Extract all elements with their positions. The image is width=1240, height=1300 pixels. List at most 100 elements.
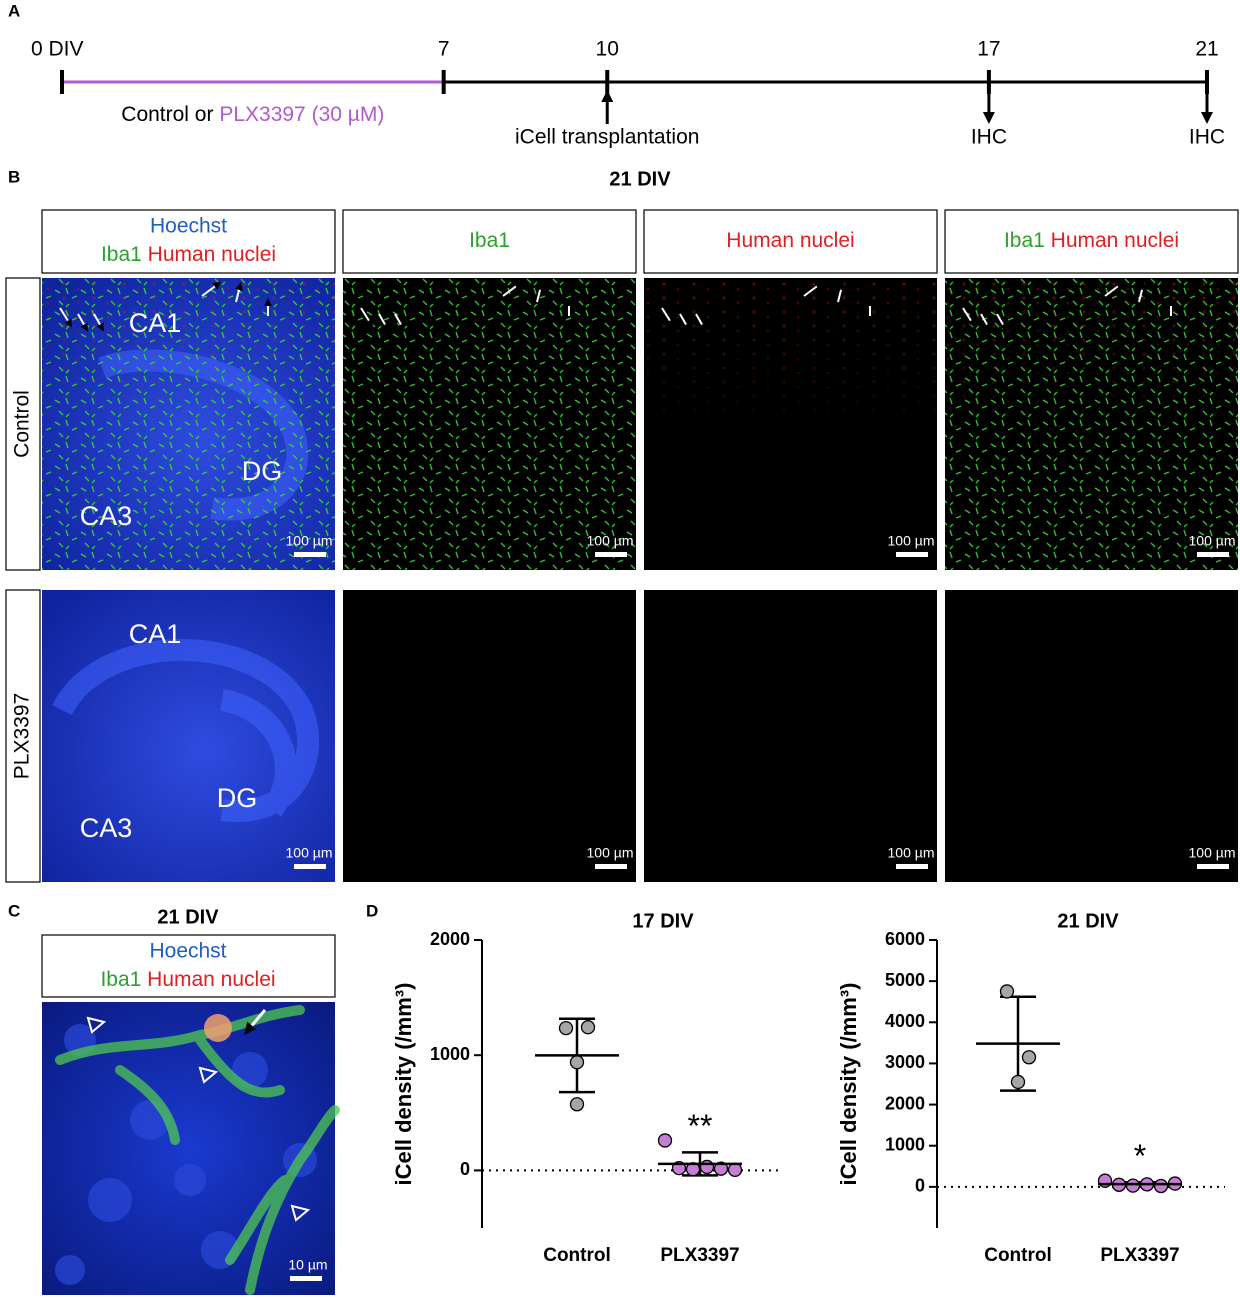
y-tick-label: 0 (915, 1176, 925, 1196)
x-tick-label: PLX3397 (660, 1245, 739, 1266)
header-text: Iba1 Human nuclei (100, 968, 275, 991)
header-text: Hoechst (149, 940, 226, 963)
data-point (1021, 1050, 1037, 1065)
pointer-arrow (77, 313, 88, 332)
scale-bar-label: 100 µm (587, 533, 634, 549)
nuclei-signal (945, 278, 1238, 570)
scale-bar (294, 552, 326, 557)
region-label: DG (217, 783, 258, 813)
region-label: CA3 (80, 813, 133, 843)
y-tick-label: 5000 (885, 970, 925, 990)
data-point (1125, 1178, 1141, 1193)
micrograph: 100 µm (945, 590, 1238, 882)
significance-label: * (1134, 1138, 1146, 1174)
header-green: Iba1 (101, 243, 142, 266)
y-axis-label: iCell density (/mm³) (391, 983, 416, 1186)
region-label: DG (242, 456, 283, 486)
header-red: Human nuclei (148, 243, 276, 266)
scale-bar-label: 100 µm (587, 845, 634, 861)
header-box (41, 209, 336, 274)
y-tick-label: 1000 (430, 1044, 470, 1064)
y-tick-label: 6000 (885, 929, 925, 949)
pointer-arrow (201, 281, 222, 297)
row-label: PLX3397 (11, 693, 34, 779)
treatment-label: Control or PLX3397 (30 µM) (121, 103, 384, 126)
micrograph: 100 µm (945, 278, 1238, 570)
micrograph: CA1 DG CA3 100 µm (42, 590, 335, 882)
scale-bar-label: 100 µm (286, 845, 333, 861)
micrograph: 100 µm (644, 590, 937, 882)
pointer-arrow (980, 313, 991, 332)
data-point (999, 984, 1015, 999)
timeline-tick-label: 7 (438, 38, 450, 61)
header-red: Human nuclei (147, 968, 275, 991)
header-text: Hoechst (150, 215, 227, 238)
event-label: IHC (1189, 126, 1225, 149)
row-label: Control (11, 390, 34, 458)
image-bg (644, 590, 937, 882)
timeline-tick-label: 10 (596, 38, 619, 61)
micrograph: CA1 DG CA3 100 µm (42, 278, 335, 570)
panel-label: A (8, 1, 20, 20)
pointer-arrow (536, 282, 544, 303)
header-text: Iba1 (469, 229, 510, 252)
panel-title: 21 DIV (609, 168, 671, 190)
data-point (558, 1020, 574, 1036)
pointer-arrow (1138, 282, 1146, 303)
timeline: 0 DIV 7 10 17 21 Control or PLX3397 (30 µM) iC… (31, 38, 1225, 149)
header-box (342, 209, 637, 274)
tissue-layer (52, 639, 320, 823)
pointer-arrow (378, 313, 389, 332)
y-tick-label: 0 (460, 1159, 470, 1179)
data-point (569, 1097, 585, 1112)
y-tick-label: 2000 (885, 1093, 925, 1113)
pointer-arrow (1104, 281, 1125, 297)
scale-bar-label: 10 µm (288, 1257, 327, 1273)
y-tick-label: 2000 (430, 929, 470, 949)
scale-bar (294, 864, 326, 869)
pointer-arrow (360, 307, 374, 328)
x-tick-label: PLX3397 (1100, 1245, 1179, 1266)
timeline-tick-label: 0 DIV (31, 38, 84, 61)
pointer-arrow (235, 282, 243, 303)
x-tick-label: Control (984, 1245, 1052, 1266)
data-point (727, 1162, 743, 1177)
header-channel: Iba1 (1004, 229, 1045, 252)
iba1-signal (343, 278, 636, 570)
micrograph: 100 µm (343, 278, 636, 570)
pointer-arrow (394, 313, 405, 332)
panel-title: 21 DIV (157, 906, 219, 928)
pointer-arrow (502, 281, 523, 297)
panel-label: C (8, 901, 20, 920)
pointer-arrow (661, 307, 675, 328)
header-green: Iba1 (100, 968, 141, 991)
data-point (713, 1161, 729, 1176)
data-point (699, 1159, 715, 1175)
header-text: Human nuclei (726, 229, 854, 252)
image-bg (945, 590, 1238, 882)
header-text: Iba1 Human nuclei (1004, 229, 1179, 252)
header-box (944, 209, 1239, 274)
nuclei-signal (42, 278, 335, 570)
data-point (580, 1020, 596, 1035)
header-box (41, 934, 336, 998)
treatment-text: Control or (121, 103, 213, 126)
charts: 17 DIV iCell density (/mm³) 0 1000 2000 Contr… (391, 910, 1225, 1266)
micrograph: 10 µm (42, 1002, 340, 1295)
event-label: iCell transplantation (515, 126, 699, 149)
region-label: CA1 (129, 619, 182, 649)
pointer-arrow (962, 307, 976, 328)
pointer-arrow (837, 282, 845, 303)
x-tick-label: Control (543, 1245, 611, 1266)
event-label: IHC (971, 126, 1007, 149)
y-tick-label: 3000 (885, 1052, 925, 1072)
panel-label: D (366, 901, 378, 920)
image-bg (343, 590, 636, 882)
data-point (569, 1055, 585, 1070)
timeline-tick-label: 21 (1195, 38, 1218, 61)
timeline-tick-label: 17 (977, 38, 1000, 61)
micrograph: 100 µm (343, 590, 636, 882)
scale-bar-label: 100 µm (1189, 845, 1236, 861)
header-channel: Human nuclei (726, 229, 854, 252)
